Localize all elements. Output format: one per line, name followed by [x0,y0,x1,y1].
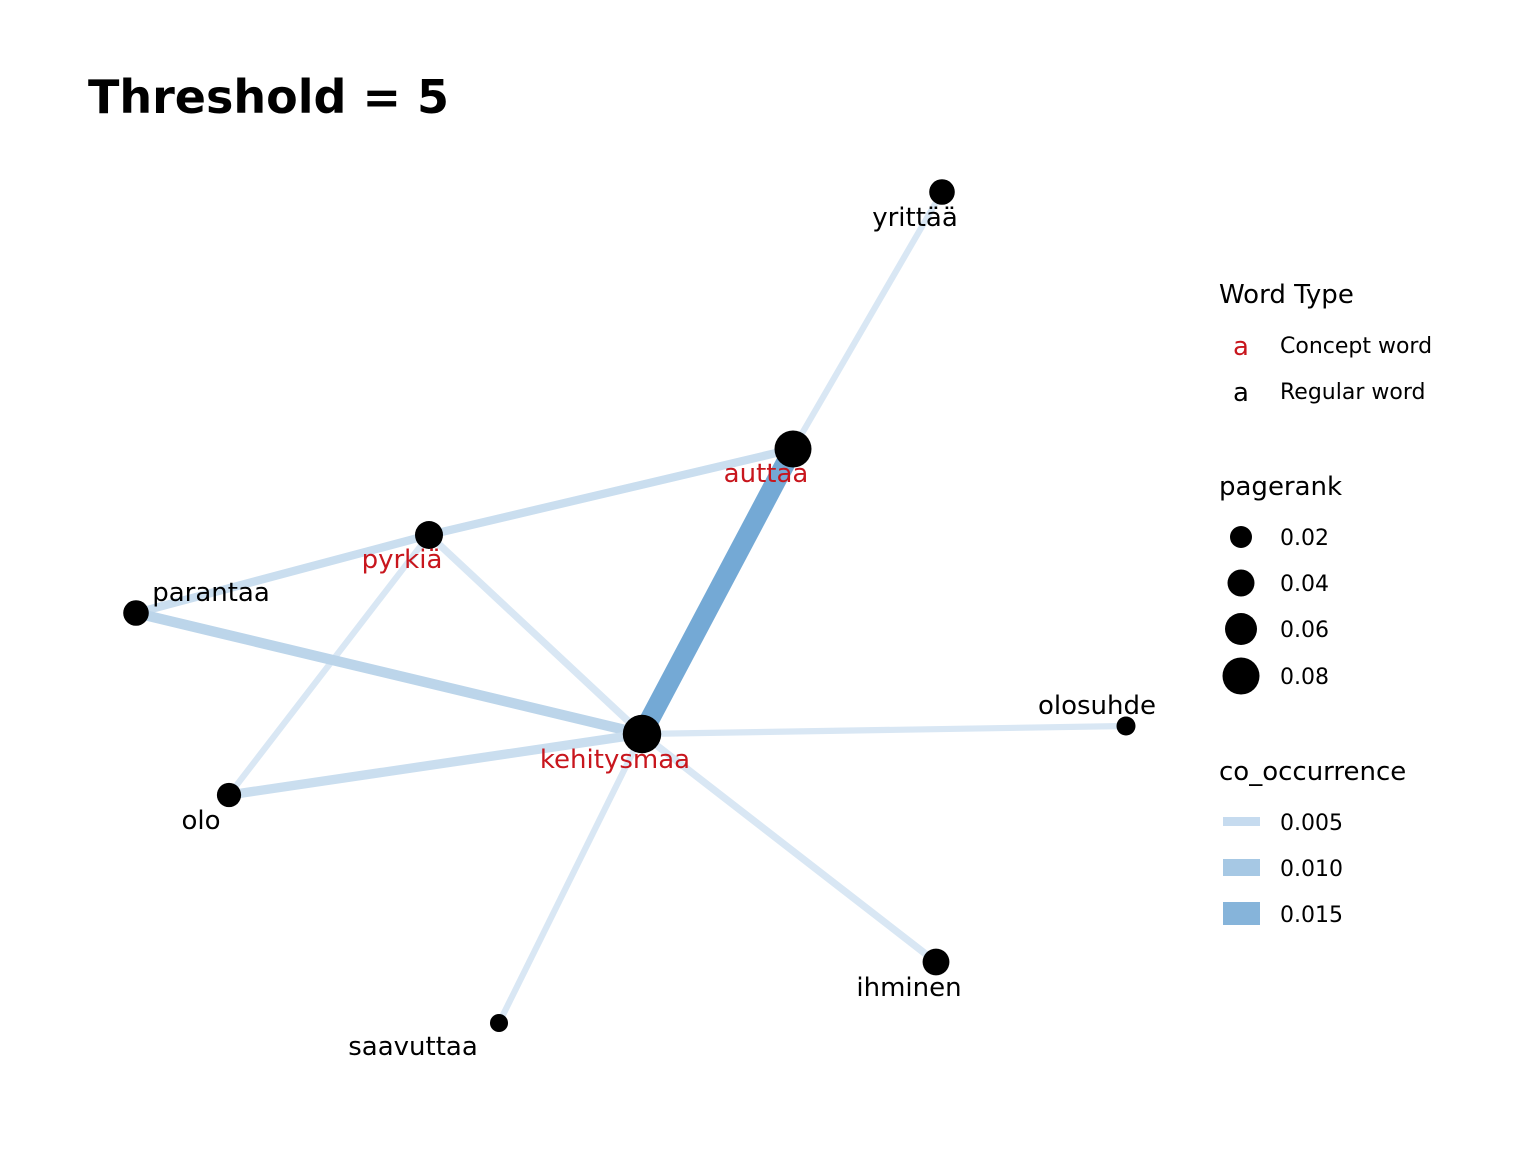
node-saavuttaa [489,1013,509,1033]
node-parantaa [123,600,149,626]
legend-cooc-swatch-1 [1223,817,1260,826]
edge-pyrkia-parantaa [134,530,431,618]
edge-olo-kehitysmaa [228,729,643,800]
edge-auttaa-kehitysmaa [633,444,802,739]
node-olo [216,782,242,808]
legend-pagerank: pagerank 0.02 0.04 0.06 0.08 [1219,472,1342,695]
node-pyrkia [415,521,443,549]
node-label-yrittaa: yrittää [872,203,958,233]
legend-pagerank-title: pagerank [1219,472,1342,502]
legend-regular-glyph: a [1233,378,1249,408]
legend-regular-label: Regular word [1280,380,1425,405]
legend-concept-glyph: a [1233,332,1249,362]
node-label-ihminen: ihminen [856,973,961,1003]
legend-word-type-title: Word Type [1219,280,1354,310]
legend: Word Type a Concept word a Regular word … [1219,280,1432,928]
node-olosuhde [1116,716,1136,736]
edge-pyrkia-kehitysmaa [426,532,645,737]
legend-pagerank-label-4: 0.08 [1280,665,1329,690]
node-label-kehitysmaa: kehitysmaa [540,745,690,775]
legend-pagerank-label-1: 0.02 [1280,526,1329,551]
edges-layer [134,190,1127,1025]
legend-word-type: Word Type a Concept word a Regular word [1219,280,1432,408]
legend-cooc-swatch-2 [1223,859,1260,876]
node-label-auttaa: auttaa [724,459,809,489]
edge-kehitysmaa-olosuhde [641,722,1127,738]
legend-pagerank-dot-3 [1225,613,1257,645]
node-ihminen [922,948,950,976]
chart-title: Threshold = 5 [88,70,450,124]
legend-pagerank-dot-1 [1230,526,1252,548]
node-kehitysmaa [622,714,662,754]
labels-layer: yrittää auttaa pyrkiä parantaa kehitysmaa olo… [152,203,1156,1062]
legend-cooc-swatch-3 [1223,902,1260,925]
legend-cooc-label-2: 0.010 [1280,857,1343,882]
node-auttaa [774,430,812,468]
edge-parantaa-kehitysmaa [134,607,644,740]
edge-kehitysmaa-saavuttaa [496,732,645,1025]
legend-pagerank-dot-4 [1222,657,1260,695]
edge-pyrkia-olo [226,533,432,797]
edge-auttaa-pyrkia [428,444,794,540]
node-label-saavuttaa: saavuttaa [348,1032,478,1062]
legend-concept-label: Concept word [1280,334,1432,359]
legend-cooc-label-1: 0.005 [1280,811,1343,836]
edge-kehitysmaa-ihminen [639,731,939,965]
node-label-olosuhde: olosuhde [1038,691,1156,721]
node-label-parantaa: parantaa [152,578,270,608]
node-label-olo: olo [181,806,220,836]
node-label-pyrkia: pyrkiä [362,545,443,575]
legend-pagerank-label-3: 0.06 [1280,618,1329,643]
legend-co-occurrence: co_occurrence 0.005 0.010 0.015 [1219,757,1406,928]
edge-auttaa-yrittaa [790,190,945,451]
nodes-layer [123,179,1136,1033]
legend-cooc-label-3: 0.015 [1280,903,1343,928]
node-yrittaa [929,179,955,205]
legend-pagerank-dot-2 [1227,569,1255,597]
legend-co-occurrence-title: co_occurrence [1219,757,1406,787]
legend-pagerank-label-2: 0.04 [1280,572,1329,597]
